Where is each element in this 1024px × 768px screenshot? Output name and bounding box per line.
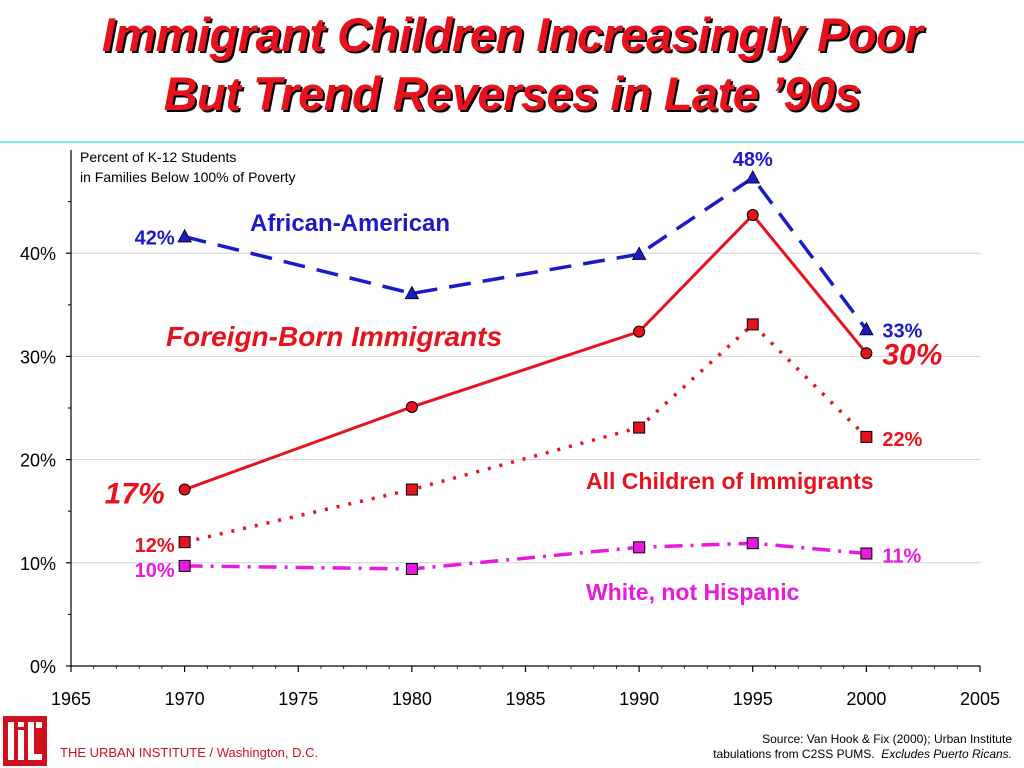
series-line-white-not-hispanic — [184, 541, 867, 571]
data-point-white-not-hispanic-1995 — [746, 537, 759, 550]
data-label-foreign-born-1970: 17% — [105, 478, 165, 511]
data-label-african-american-1995: 48% — [733, 149, 773, 171]
data-point-foreign-born-2000 — [860, 347, 873, 360]
source-excludes: Excludes Puerto Ricans. — [881, 747, 1012, 761]
urban-institute-logo — [3, 716, 47, 766]
y-tick-label: 30% — [20, 347, 56, 367]
data-point-foreign-born-1970 — [178, 483, 191, 496]
series-name-african-american: African-American — [250, 210, 450, 237]
data-point-african-american-1980 — [404, 285, 420, 300]
title-divider — [0, 141, 1024, 143]
x-tick-label: 1990 — [619, 689, 659, 709]
data-point-foreign-born-1980 — [405, 400, 418, 413]
series-line-african-american — [184, 176, 868, 331]
data-label-white-not-hispanic-1970: 10% — [135, 560, 175, 582]
data-label-all-children-1970: 12% — [135, 535, 175, 557]
data-point-all-children-1980 — [405, 483, 418, 496]
data-point-african-american-1995 — [745, 170, 761, 184]
data-label-african-american-2000: 33% — [882, 321, 922, 343]
y-tick-label: 40% — [20, 244, 56, 264]
page-title-line-1: Immigrant Children Increasingly Poor — [101, 8, 923, 61]
data-point-foreign-born-1990 — [633, 325, 646, 338]
data-point-african-american-2000 — [859, 321, 874, 336]
x-tick-label: 2005 — [960, 689, 1000, 709]
y-tick-label: 10% — [20, 554, 56, 574]
chart-annotation-line: Percent of K-12 Students — [80, 149, 236, 165]
data-label-foreign-born-2000: 30% — [882, 338, 942, 371]
x-tick-label: 2000 — [846, 689, 886, 709]
data-point-white-not-hispanic-1990 — [633, 541, 646, 554]
source-note: Source: Van Hook & Fix (2000); Urban Ins… — [713, 732, 1012, 762]
source-line-1: Source: Van Hook & Fix (2000); Urban Ins… — [762, 732, 1012, 746]
x-tick-label: 1965 — [51, 689, 91, 709]
series-line-foreign-born — [184, 213, 868, 491]
data-point-foreign-born-1995 — [746, 209, 759, 222]
x-tick-label: 1985 — [505, 689, 545, 709]
chart-annotation-line: in Families Below 100% of Poverty — [80, 169, 296, 185]
data-label-all-children-2000: 22% — [882, 429, 922, 451]
series-name-white-not-hispanic: White, not Hispanic — [586, 579, 800, 605]
footer-organization: THE URBAN INSTITUTE / Washington, D.C. — [60, 745, 319, 760]
y-tick-label: 0% — [30, 657, 56, 677]
x-tick-label: 1970 — [165, 689, 205, 709]
series-line-all-children — [184, 322, 868, 544]
data-point-white-not-hispanic-1970 — [178, 559, 191, 572]
data-point-african-american-1970 — [177, 228, 192, 243]
data-point-all-children-1990 — [633, 421, 646, 434]
page-title-line-2: But Trend Reverses in Late ’90s — [163, 67, 861, 120]
data-label-white-not-hispanic-2000: 11% — [882, 546, 921, 568]
series-name-all-children: All Children of Immigrants — [586, 468, 874, 494]
x-tick-label: 1980 — [392, 689, 432, 709]
x-tick-label: 1995 — [733, 689, 773, 709]
data-point-all-children-1970 — [178, 536, 191, 549]
data-point-white-not-hispanic-1980 — [405, 562, 418, 575]
source-line-2: tabulations from C2SS PUMS. — [713, 747, 875, 761]
data-label-african-american-1970: 42% — [135, 228, 175, 250]
data-point-white-not-hispanic-2000 — [860, 547, 873, 560]
x-tick-label: 1975 — [278, 689, 318, 709]
data-point-african-american-1990 — [631, 246, 647, 260]
y-tick-label: 20% — [20, 451, 56, 471]
data-point-all-children-1995 — [746, 318, 759, 331]
data-point-all-children-2000 — [860, 430, 873, 443]
series-name-foreign-born: Foreign-Born Immigrants — [166, 321, 502, 352]
